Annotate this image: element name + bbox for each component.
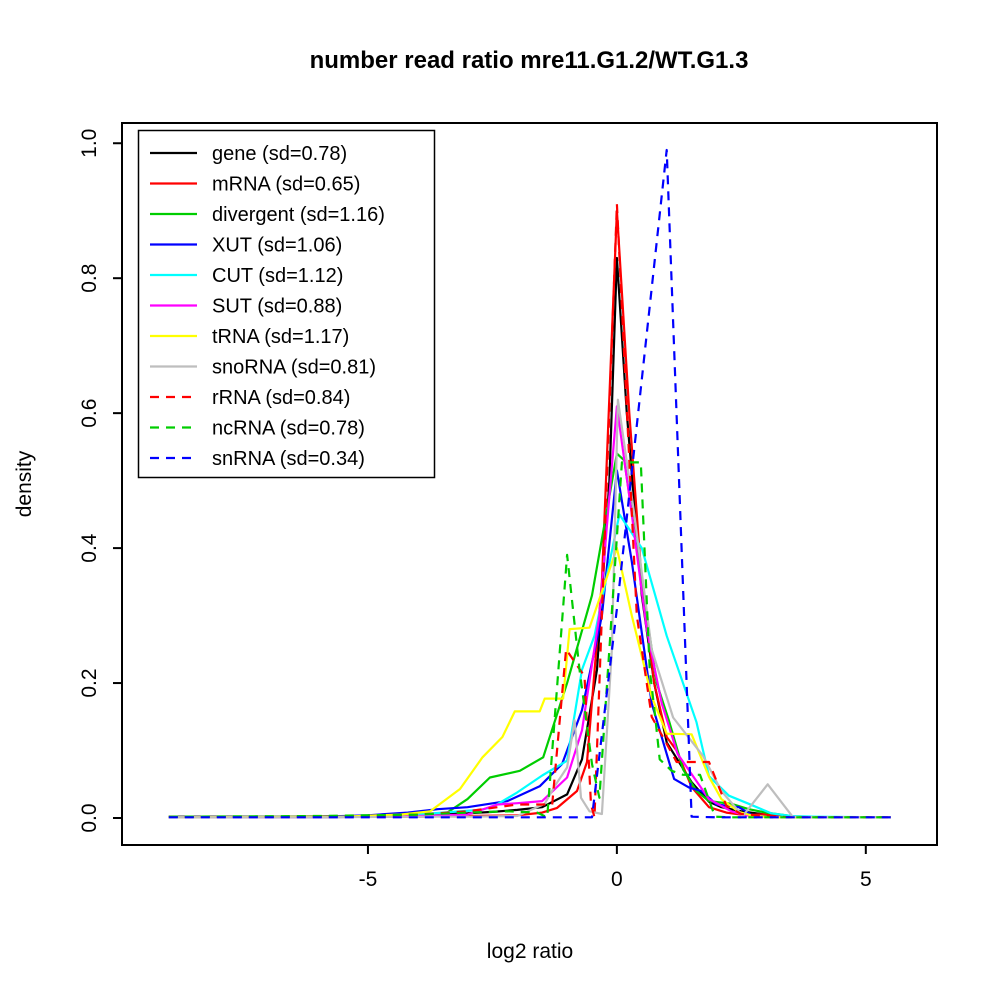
x-tick-label: -5 (359, 868, 378, 891)
legend-label-divergent: divergent (sd=1.16) (212, 204, 385, 226)
legend-label-CUT: CUT (sd=1.12) (212, 265, 343, 287)
legend-label-XUT: XUT (sd=1.06) (212, 235, 342, 257)
legend-label-gene: gene (sd=0.78) (212, 143, 347, 165)
series-line-tRNA (168, 546, 891, 819)
legend-box (137, 129, 436, 479)
legend-label-mRNA: mRNA (sd=0.65) (212, 174, 360, 196)
y-tick-label: 0.0 (78, 803, 101, 832)
legend-label-SUT: SUT (sd=0.88) (212, 296, 342, 318)
plot-area: -5 0 5 0.0 0.2 0.4 0.6 0.8 1.0 gene (sd=0.78) mRNA… (78, 122, 938, 891)
y-tick-label: 0.4 (78, 533, 101, 563)
legend-label-rRNA: rRNA (sd=0.84) (212, 387, 350, 409)
series-line-snoRNA (168, 398, 891, 819)
legend-label-tRNA: tRNA (sd=1.17) (212, 326, 349, 348)
legend-label-ncRNA: ncRNA (sd=0.78) (212, 418, 365, 440)
x-tick-label: 0 (611, 868, 623, 891)
y-tick-label: 0.8 (78, 264, 101, 293)
plot-frame (121, 122, 938, 846)
x-tick-label: 5 (860, 868, 872, 891)
legend-label-snoRNA: snoRNA (sd=0.81) (212, 357, 376, 379)
y-tick-label: 0.6 (78, 399, 101, 428)
series-line-gene (168, 256, 891, 819)
x-axis-label: log2 ratio (487, 940, 573, 963)
series-line-divergent (168, 452, 891, 819)
legend-label-snRNA: snRNA (sd=0.34) (212, 448, 365, 470)
series-line-CUT (168, 513, 891, 819)
plot-title: number read ratio mre11.G1.2/WT.G1.3 (310, 47, 749, 74)
y-tick-label: 0.2 (78, 668, 101, 697)
y-tick-label: 1.0 (78, 129, 101, 158)
y-axis-label: density (13, 450, 36, 517)
